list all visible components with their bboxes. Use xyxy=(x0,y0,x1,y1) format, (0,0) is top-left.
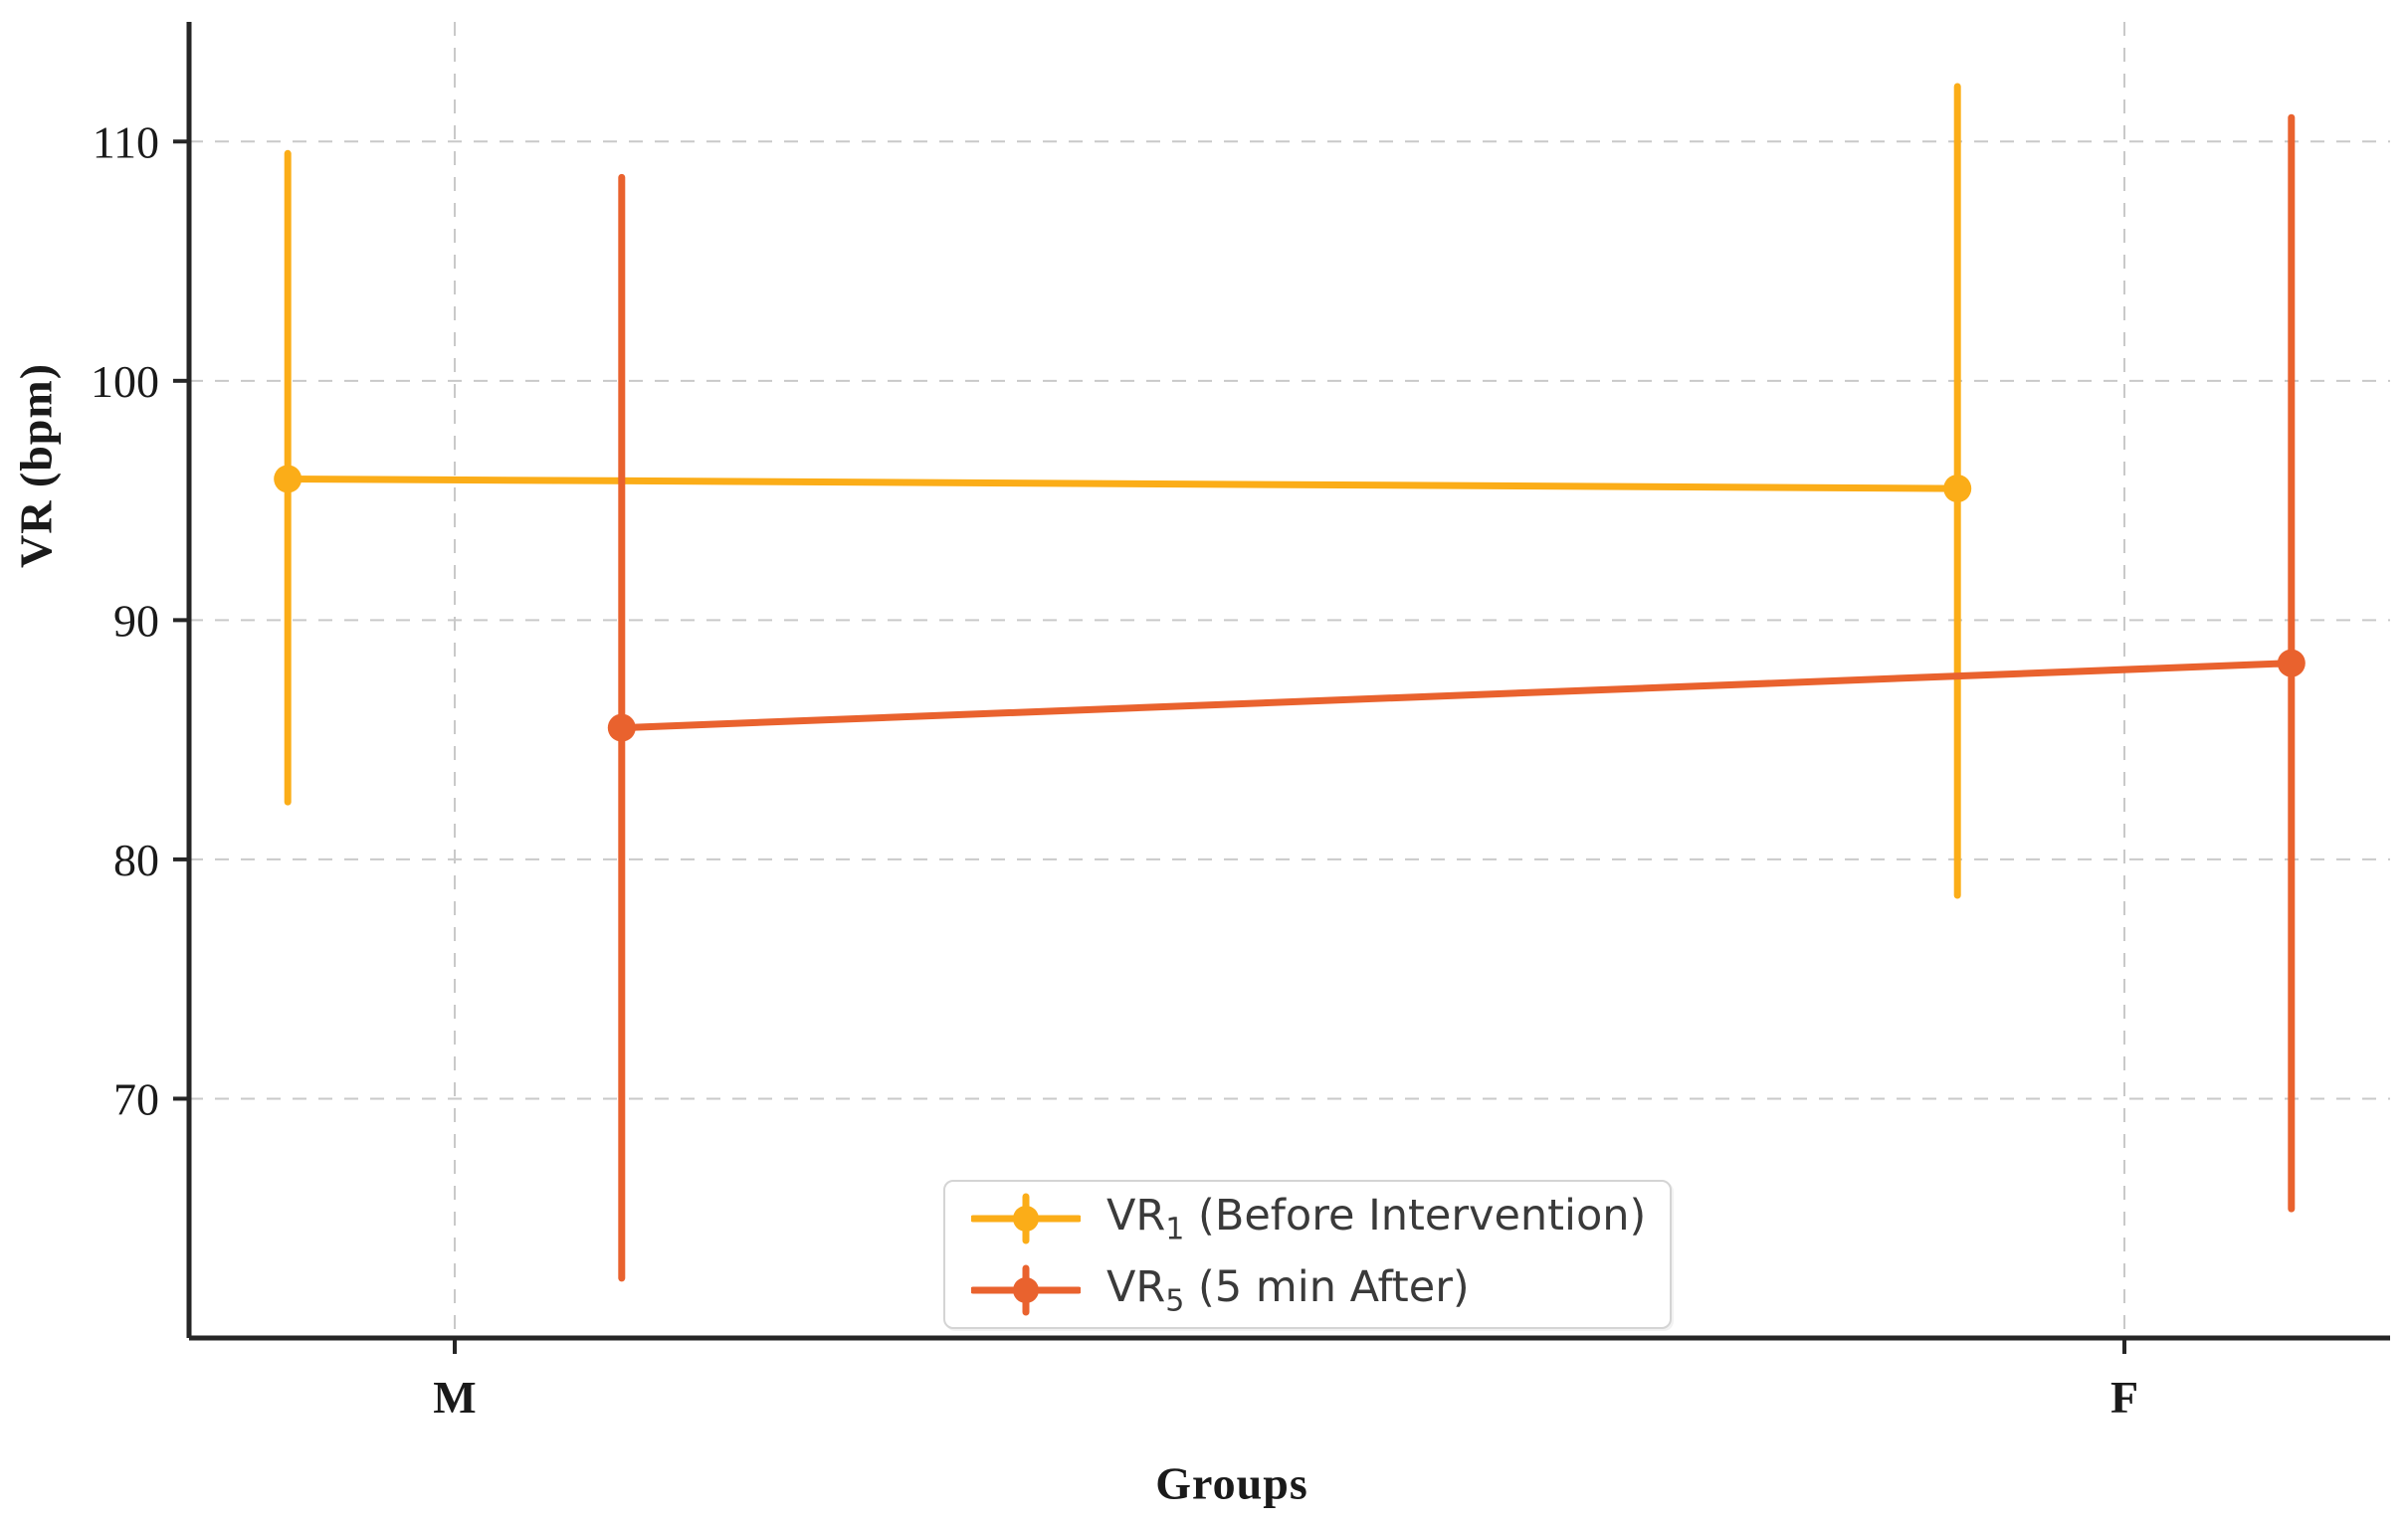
x-axis-title: Groups xyxy=(1155,1457,1308,1509)
legend-label: VR5 (5 min After) xyxy=(1106,1261,1470,1319)
series-line xyxy=(288,475,1958,492)
data-point-marker xyxy=(607,713,636,742)
y-axis-title: VR (bpm) xyxy=(10,362,62,569)
y-tick-label: 70 xyxy=(113,1073,159,1124)
data-point-marker xyxy=(1943,475,1972,503)
legend-entry-vr5: VR5 (5 min After) xyxy=(971,1257,1670,1323)
x-tick-label: F xyxy=(2110,1372,2138,1423)
y-tick-label: 100 xyxy=(91,356,159,407)
legend-errorbar-marker-icon xyxy=(971,1193,1081,1244)
legend-entry-vr1: VR1 (Before Intervention) xyxy=(971,1186,1670,1251)
legend-label: VR1 (Before Intervention) xyxy=(1106,1190,1647,1247)
data-point-marker xyxy=(274,465,302,493)
legend: VR1 (Before Intervention) VR5 (5 min Aft… xyxy=(943,1180,1672,1329)
y-tick-label: 110 xyxy=(93,116,159,167)
x-tick-label: M xyxy=(433,1372,476,1423)
series-line xyxy=(621,660,2292,732)
y-tick-label: 80 xyxy=(113,835,159,885)
y-tick-label: 90 xyxy=(113,595,159,646)
data-point-marker xyxy=(2277,649,2306,677)
legend-errorbar-marker-icon xyxy=(971,1264,1081,1316)
